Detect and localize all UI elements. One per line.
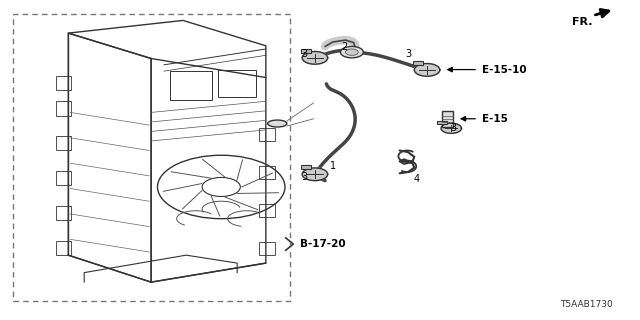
Text: 4: 4 <box>414 174 420 184</box>
Bar <box>13 14 290 301</box>
Text: 1: 1 <box>330 161 336 171</box>
Text: 3: 3 <box>301 172 308 182</box>
Text: E-15-10: E-15-10 <box>483 65 527 75</box>
Bar <box>56 241 71 255</box>
Bar <box>56 171 71 185</box>
Bar <box>56 76 71 90</box>
Bar <box>413 61 423 65</box>
Bar <box>259 166 275 179</box>
Text: E-15: E-15 <box>483 114 508 124</box>
Text: B-17-20: B-17-20 <box>300 239 345 249</box>
Text: 3: 3 <box>451 123 457 133</box>
Bar <box>56 206 71 220</box>
Bar <box>259 128 275 141</box>
Circle shape <box>346 49 358 55</box>
Bar <box>437 121 447 124</box>
Polygon shape <box>441 123 461 133</box>
Bar <box>301 49 311 53</box>
Polygon shape <box>285 238 293 251</box>
Polygon shape <box>414 64 440 76</box>
Bar <box>170 71 212 100</box>
Bar <box>259 243 275 255</box>
Circle shape <box>340 46 364 58</box>
Text: 3: 3 <box>301 49 308 59</box>
Text: T5AAB1730: T5AAB1730 <box>561 300 613 309</box>
Bar <box>259 204 275 217</box>
Polygon shape <box>302 168 328 180</box>
Bar <box>56 101 71 116</box>
Polygon shape <box>302 52 328 64</box>
Text: 3: 3 <box>405 49 411 59</box>
Ellipse shape <box>268 120 287 127</box>
Bar <box>218 69 256 97</box>
FancyBboxPatch shape <box>442 110 453 127</box>
Text: FR.: FR. <box>572 17 592 27</box>
Bar <box>56 136 71 150</box>
Bar <box>301 165 311 169</box>
Text: 2: 2 <box>341 42 348 52</box>
